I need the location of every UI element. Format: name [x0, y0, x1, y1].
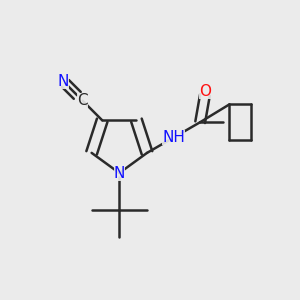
- Text: O: O: [199, 84, 211, 99]
- Text: C: C: [77, 93, 88, 108]
- Text: NH: NH: [162, 130, 185, 145]
- Text: N: N: [58, 74, 69, 89]
- Text: N: N: [114, 166, 125, 181]
